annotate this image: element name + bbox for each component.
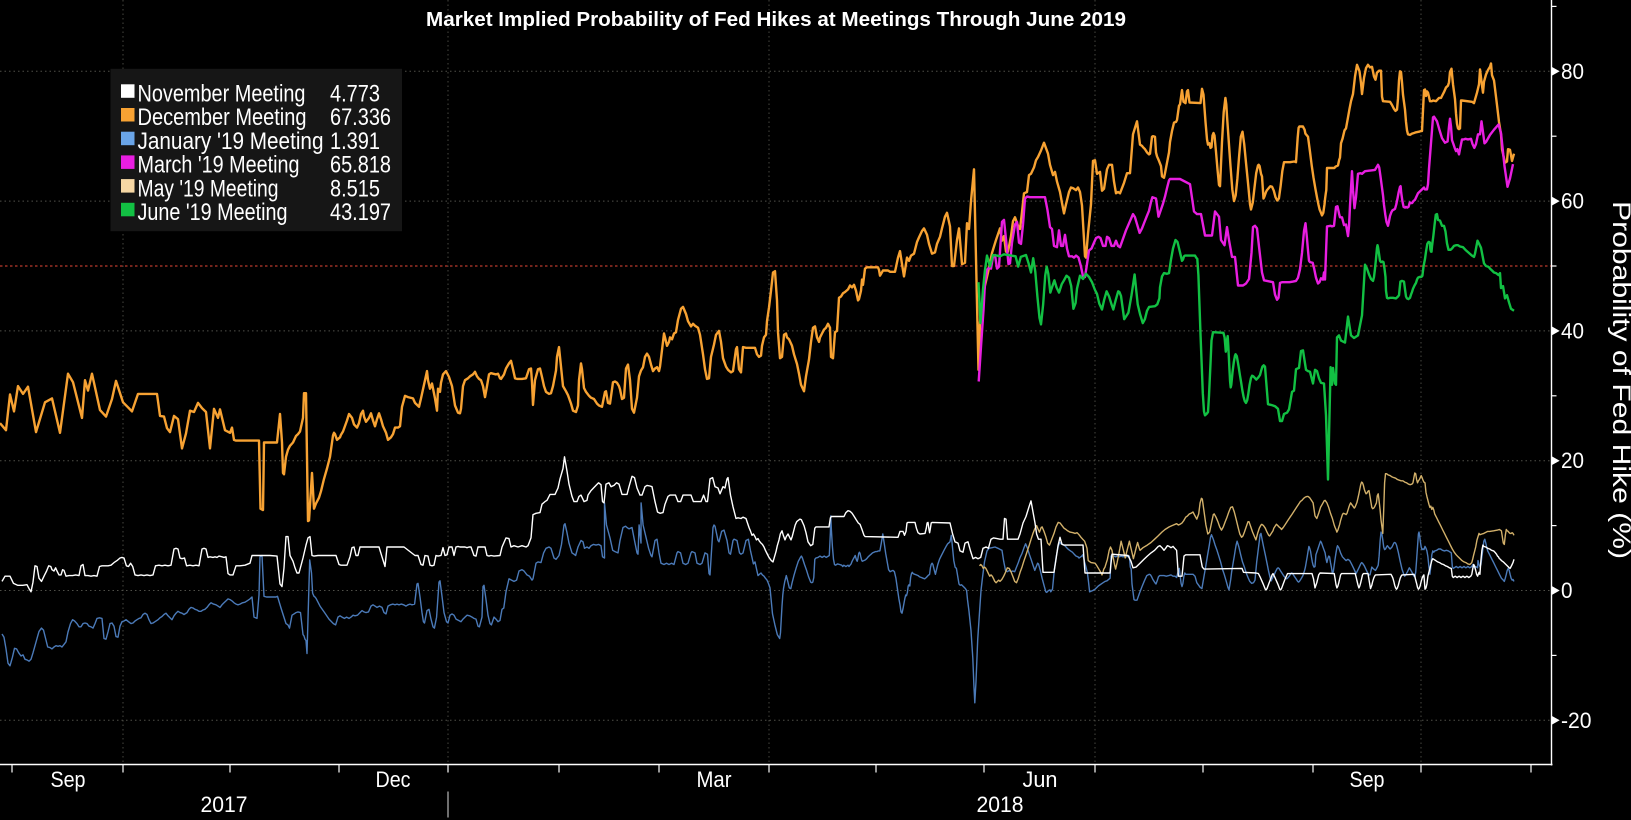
svg-text:4.773: 4.773 (330, 81, 380, 108)
svg-text:Probability of Fed Hike (%): Probability of Fed Hike (%) (1607, 201, 1631, 559)
svg-text:-20: -20 (1561, 708, 1592, 733)
svg-text:67.336: 67.336 (330, 104, 391, 131)
svg-text:June '19 Meeting: June '19 Meeting (138, 199, 288, 226)
svg-text:1.391: 1.391 (330, 128, 380, 155)
svg-text:Market Implied Probability of: Market Implied Probability of Fed Hikes … (426, 9, 1126, 31)
svg-text:March '19 Meeting: March '19 Meeting (138, 152, 300, 179)
svg-text:Dec: Dec (376, 767, 411, 792)
svg-text:Sep: Sep (1350, 767, 1385, 792)
svg-text:Mar: Mar (697, 767, 732, 792)
svg-text:January '19 Meeting: January '19 Meeting (138, 128, 324, 155)
svg-text:0: 0 (1561, 578, 1573, 603)
svg-text:65.818: 65.818 (330, 152, 391, 179)
svg-text:40: 40 (1561, 318, 1584, 343)
svg-text:Sep: Sep (51, 767, 86, 792)
svg-text:May '19 Meeting: May '19 Meeting (138, 175, 279, 202)
svg-text:43.197: 43.197 (330, 199, 391, 226)
svg-text:2018: 2018 (977, 792, 1024, 817)
svg-text:80: 80 (1561, 59, 1584, 84)
svg-text:8.515: 8.515 (330, 175, 380, 202)
svg-text:20: 20 (1561, 448, 1584, 473)
svg-text:Jun: Jun (1023, 767, 1058, 792)
svg-text:November Meeting: November Meeting (138, 81, 306, 108)
svg-text:2017: 2017 (201, 792, 248, 817)
svg-text:December Meeting: December Meeting (138, 104, 307, 131)
svg-text:60: 60 (1561, 189, 1584, 214)
